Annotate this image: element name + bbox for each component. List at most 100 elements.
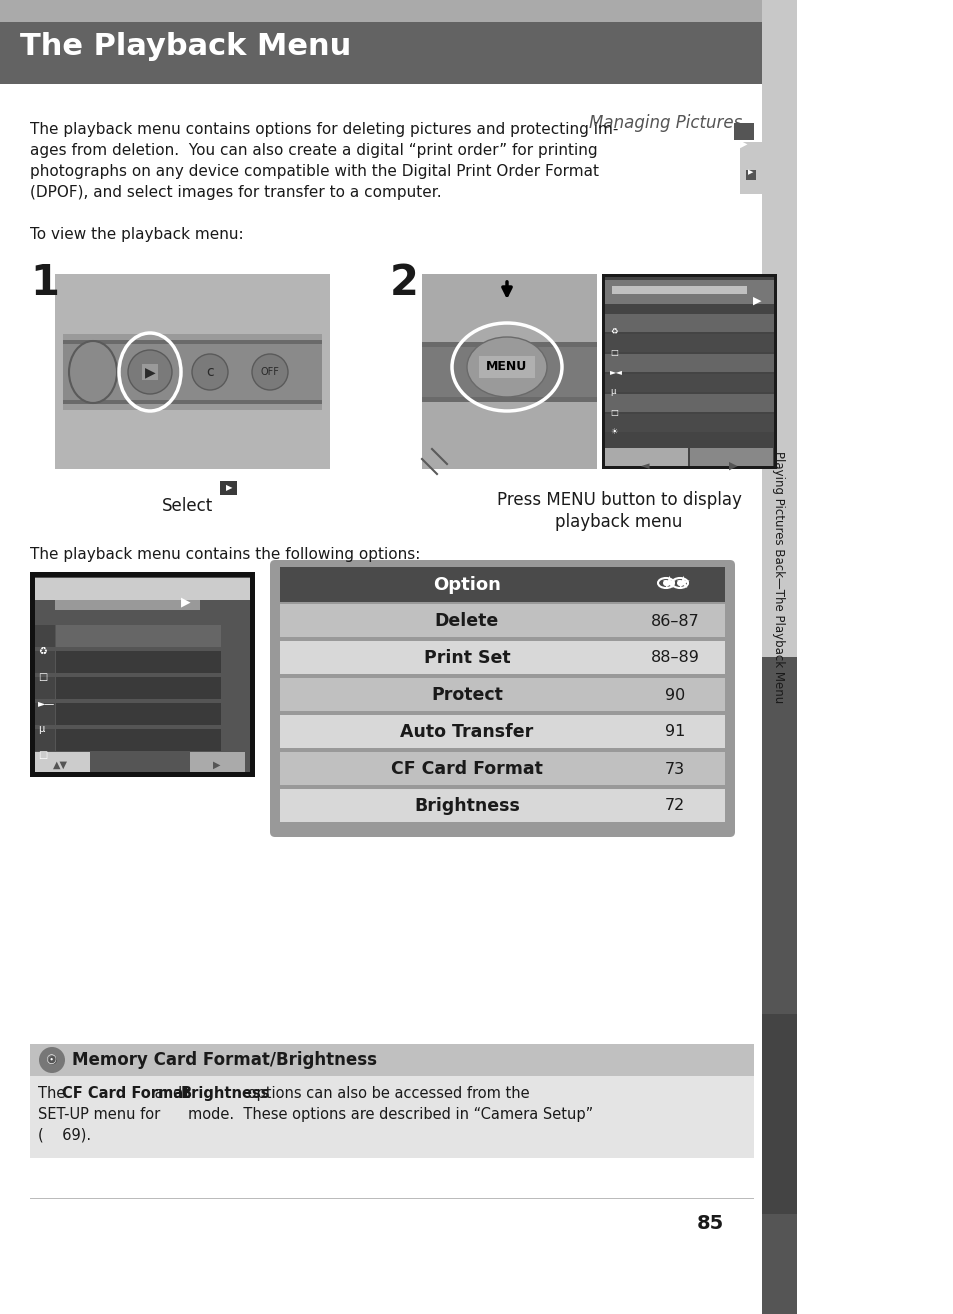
Bar — [190, 752, 245, 773]
Bar — [30, 1076, 753, 1158]
Text: The Playback Menu: The Playback Menu — [20, 32, 351, 60]
Bar — [604, 353, 773, 372]
Bar — [604, 374, 773, 392]
Text: ►—: ►— — [38, 698, 55, 708]
Bar — [63, 334, 322, 340]
Text: □: □ — [38, 671, 48, 682]
Bar — [604, 448, 687, 466]
Text: 73: 73 — [664, 762, 684, 777]
Text: The playback menu contains options for deleting pictures and protecting im-: The playback menu contains options for d… — [30, 122, 618, 137]
Bar — [55, 583, 200, 610]
Bar — [56, 729, 221, 752]
Text: ☀: ☀ — [609, 427, 617, 436]
Text: ▶: ▶ — [181, 595, 191, 608]
Bar — [63, 340, 322, 344]
Bar — [0, 0, 761, 22]
Bar — [604, 394, 773, 413]
Bar — [35, 752, 90, 773]
Bar — [63, 403, 322, 410]
Bar — [35, 577, 250, 773]
Bar — [604, 334, 773, 352]
Bar — [733, 124, 753, 141]
Text: photographs on any device compatible with the Digital Print Order Format: photographs on any device compatible wit… — [30, 164, 598, 179]
Bar — [56, 650, 221, 673]
Text: ▶: ▶ — [747, 170, 753, 175]
Text: Print Set: Print Set — [423, 649, 510, 668]
Text: ▶: ▶ — [728, 461, 737, 470]
Circle shape — [677, 579, 682, 586]
Bar — [56, 677, 221, 699]
Text: CF Card Format: CF Card Format — [391, 759, 542, 778]
Bar — [604, 414, 773, 432]
Text: ►◄: ►◄ — [609, 368, 622, 377]
Text: □: □ — [38, 750, 48, 759]
Text: 72: 72 — [664, 799, 684, 813]
Text: 86–87: 86–87 — [650, 614, 699, 628]
Text: Managing Pictures: Managing Pictures — [588, 114, 741, 131]
Bar — [689, 448, 772, 466]
Text: Option: Option — [433, 576, 500, 594]
Text: Auto Transfer: Auto Transfer — [400, 723, 533, 741]
Text: Playing Pictures Back—The Playback Menu: Playing Pictures Back—The Playback Menu — [772, 451, 784, 703]
Bar — [604, 277, 773, 466]
Bar — [280, 604, 724, 637]
Bar — [35, 625, 55, 646]
Bar — [0, 22, 761, 84]
Bar — [421, 275, 597, 469]
Circle shape — [192, 353, 228, 390]
Text: 90: 90 — [664, 687, 684, 703]
Text: Protect: Protect — [431, 686, 502, 704]
Ellipse shape — [69, 342, 117, 403]
Bar — [761, 0, 796, 657]
Circle shape — [128, 350, 172, 394]
Text: options can also be accessed from the: options can also be accessed from the — [243, 1085, 529, 1101]
Text: ▶: ▶ — [213, 759, 220, 770]
Text: 85: 85 — [696, 1214, 723, 1233]
Bar — [740, 142, 761, 194]
Circle shape — [39, 1047, 65, 1074]
Bar — [30, 572, 254, 777]
Bar — [63, 344, 322, 399]
Text: 88–89: 88–89 — [650, 650, 699, 665]
Text: ☉: ☉ — [47, 1054, 57, 1067]
Bar — [30, 1197, 753, 1198]
Bar — [63, 399, 322, 403]
Bar — [745, 170, 755, 180]
Text: The: The — [38, 1085, 70, 1101]
Bar — [421, 342, 597, 347]
Text: ◄: ◄ — [640, 461, 649, 470]
Text: SET-UP menu for      mode.  These options are described in “Camera Setup”: SET-UP menu for mode. These options are … — [38, 1106, 593, 1122]
Bar — [55, 275, 330, 469]
Circle shape — [662, 579, 668, 586]
Bar — [55, 583, 200, 610]
Bar — [601, 275, 776, 469]
Text: ★★: ★★ — [661, 574, 691, 593]
Text: To view the playback menu:: To view the playback menu: — [30, 227, 243, 242]
Text: □: □ — [609, 407, 618, 417]
Bar — [30, 1045, 753, 1076]
Text: ♻: ♻ — [609, 327, 617, 336]
Text: 91: 91 — [664, 724, 684, 740]
Text: MENU: MENU — [486, 360, 527, 373]
Text: ages from deletion.  You can also create a digital “print order” for printing: ages from deletion. You can also create … — [30, 143, 597, 158]
Text: playback menu: playback menu — [555, 512, 682, 531]
Bar — [280, 568, 724, 602]
Text: Memory Card Format/Brightness: Memory Card Format/Brightness — [71, 1051, 376, 1070]
Bar — [761, 1014, 796, 1214]
Text: The playback menu contains the following options:: The playback menu contains the following… — [30, 547, 420, 562]
Text: Delete: Delete — [435, 612, 498, 629]
Bar — [280, 752, 724, 784]
Text: (    69).: ( 69). — [38, 1127, 91, 1143]
Bar — [761, 657, 796, 1314]
Bar — [280, 715, 724, 748]
Text: ▶: ▶ — [145, 365, 155, 378]
Bar — [604, 314, 773, 332]
Bar — [35, 703, 55, 725]
Text: c: c — [206, 365, 213, 378]
Text: (DPOF), and select images for transfer to a computer.: (DPOF), and select images for transfer t… — [30, 185, 441, 200]
Text: 2: 2 — [390, 261, 418, 304]
FancyBboxPatch shape — [270, 560, 734, 837]
Text: □: □ — [609, 347, 618, 356]
Text: ▶: ▶ — [752, 296, 760, 306]
Text: CF Card Format: CF Card Format — [62, 1085, 190, 1101]
